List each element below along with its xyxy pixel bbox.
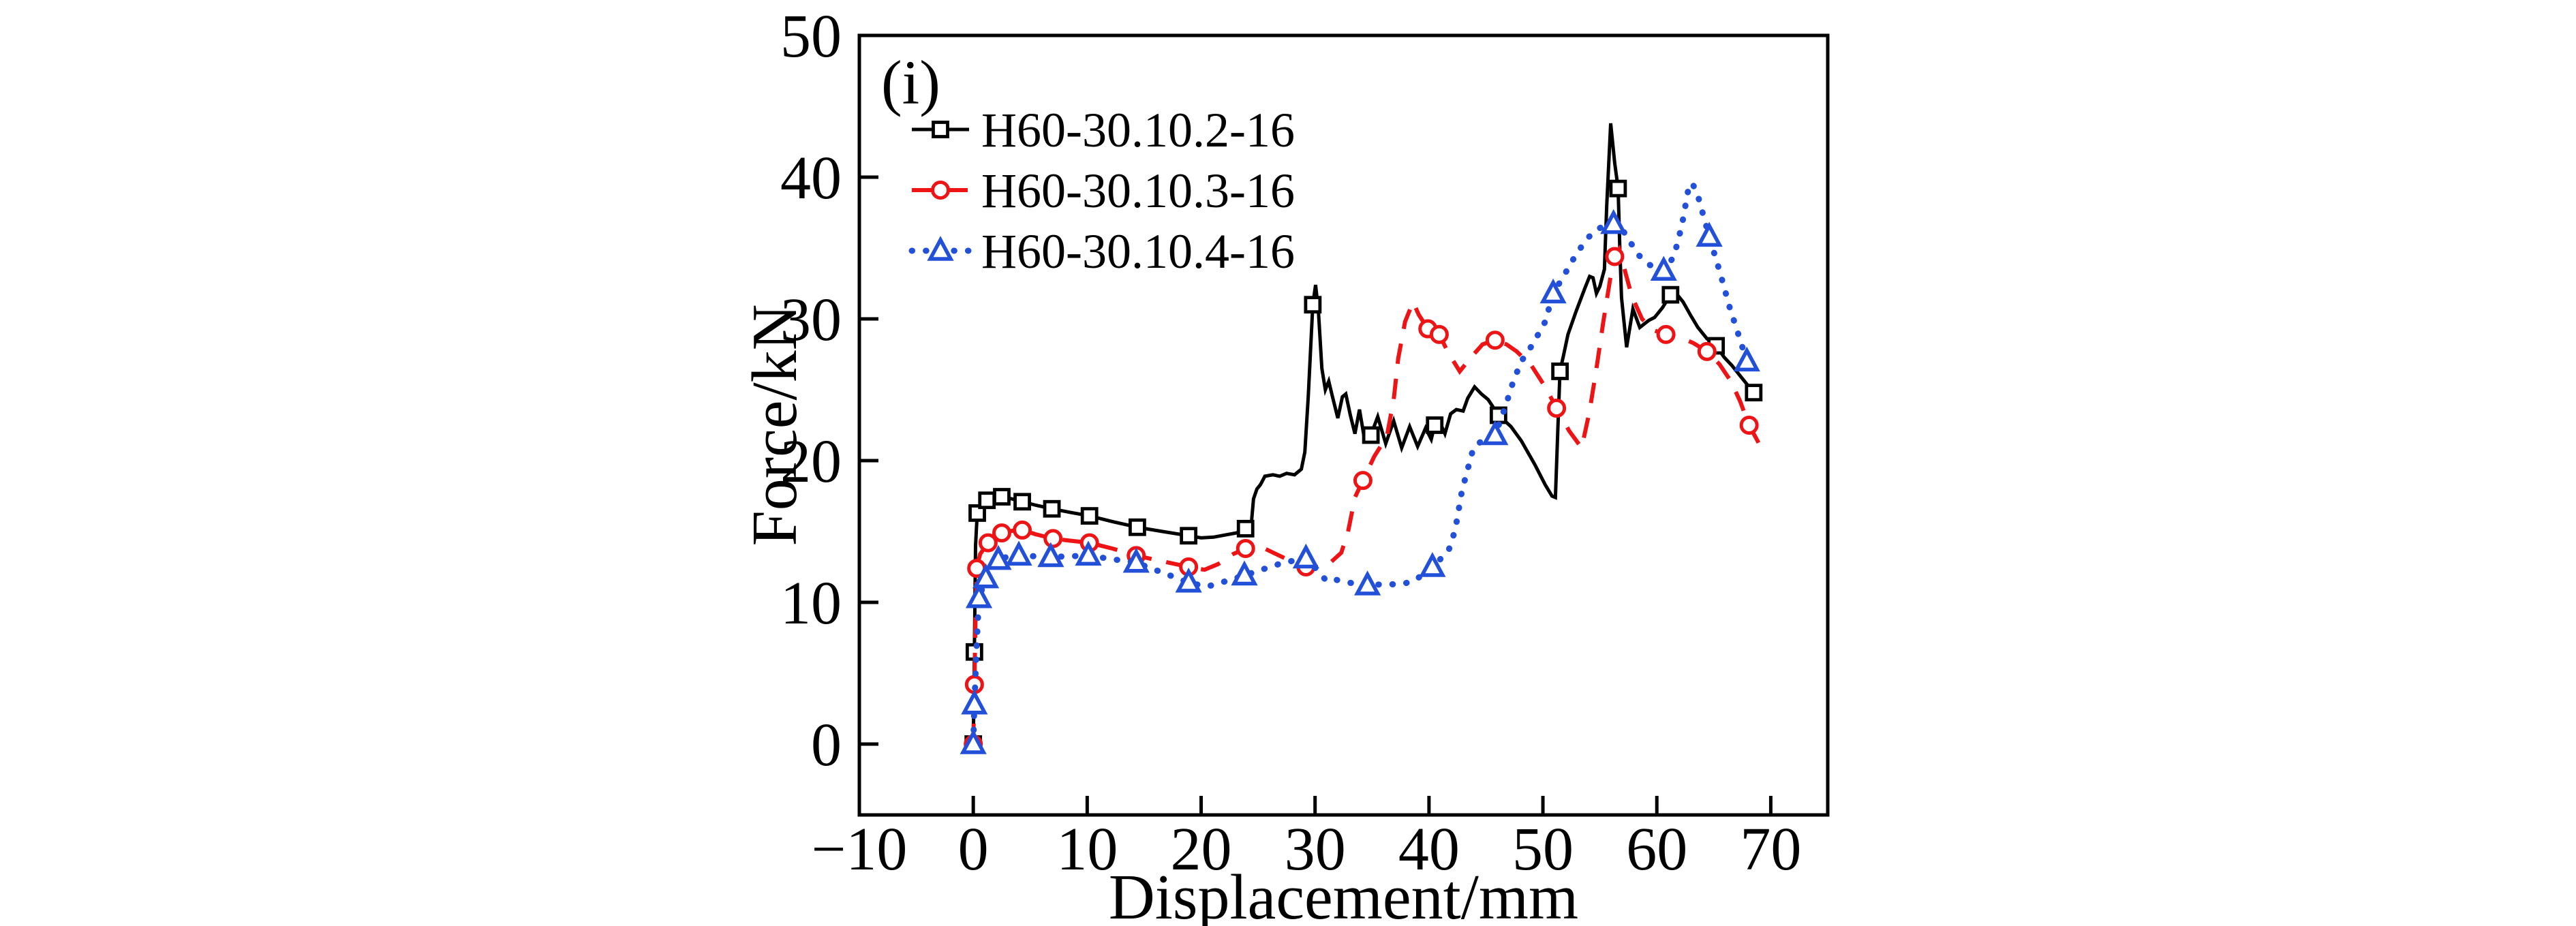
triangle-marker bbox=[1122, 547, 1150, 573]
x-axis-tick-label: 10 bbox=[1056, 816, 1118, 883]
y-axis-tick-label: 30 bbox=[780, 286, 842, 354]
x-axis-tick-label: 50 bbox=[1512, 816, 1574, 883]
circle-marker bbox=[978, 533, 998, 553]
square-marker bbox=[1236, 519, 1255, 538]
legend-label: H60-30.10.2-16 bbox=[981, 103, 1295, 157]
y-axis-tick-label: 40 bbox=[780, 144, 842, 212]
plot-frame bbox=[857, 33, 1830, 817]
circle-marker bbox=[992, 523, 1011, 543]
square-marker bbox=[1043, 499, 1061, 518]
triangle-marker bbox=[1075, 540, 1102, 566]
series-line-H60-30.10.4-16 bbox=[970, 176, 1750, 747]
square-marker bbox=[1013, 493, 1031, 511]
x-axis-tick-label: 30 bbox=[1285, 816, 1346, 883]
y-axis-tick-label: 0 bbox=[811, 711, 842, 779]
triangle-marker bbox=[1354, 570, 1381, 596]
circle-marker bbox=[1236, 538, 1255, 558]
square-marker bbox=[1129, 518, 1146, 536]
triangle-marker bbox=[1231, 560, 1258, 586]
panel-label: (i) bbox=[881, 48, 940, 117]
x-axis-tick-label: −10 bbox=[812, 816, 908, 883]
legend-item-H60-30.10.3-16: H60-30.10.3-16 bbox=[912, 164, 1295, 218]
circle-marker bbox=[931, 181, 950, 200]
triangle-marker bbox=[1696, 221, 1723, 247]
x-axis-tick-label: 40 bbox=[1398, 816, 1460, 883]
x-axis: −10 0 10 20 30 40 50 60 70 bbox=[812, 796, 1801, 883]
legend: H60-30.10.2-16 H60-30.10.3-16 H60-30.10.4-… bbox=[908, 103, 1295, 279]
series-H60-30.10.4-16 bbox=[960, 176, 1760, 754]
series-markers-H60-30.10.4-16 bbox=[960, 209, 1760, 754]
square-marker bbox=[1551, 362, 1569, 380]
x-axis-title: Displacement/mm bbox=[1109, 862, 1578, 926]
triangle-marker bbox=[1482, 420, 1509, 446]
y-axis-tick-label: 50 bbox=[780, 3, 842, 70]
triangle-marker bbox=[972, 563, 1000, 589]
circle-marker bbox=[1485, 330, 1505, 350]
legend-label: H60-30.10.3-16 bbox=[981, 164, 1295, 218]
square-marker bbox=[1362, 426, 1380, 444]
square-marker bbox=[968, 504, 986, 522]
square-marker bbox=[993, 488, 1011, 506]
legend-label: H60-30.10.4-16 bbox=[981, 224, 1295, 279]
square-marker bbox=[932, 121, 949, 138]
x-axis-tick-label: 20 bbox=[1171, 816, 1232, 883]
square-marker bbox=[1180, 527, 1198, 545]
square-marker bbox=[1080, 507, 1099, 525]
circle-marker bbox=[1739, 416, 1759, 435]
triangle-marker bbox=[1005, 540, 1032, 566]
triangle-marker bbox=[985, 544, 1012, 570]
triangle-marker bbox=[1175, 568, 1202, 593]
y-axis: 0 10 20 30 40 50 bbox=[780, 3, 878, 779]
triangle-marker bbox=[927, 236, 954, 261]
circle-marker bbox=[1656, 324, 1676, 344]
triangle-marker bbox=[961, 689, 988, 715]
square-marker bbox=[1426, 416, 1444, 434]
triangle-marker bbox=[1650, 256, 1677, 281]
circle-marker bbox=[1547, 399, 1567, 418]
x-axis-tick-label: 70 bbox=[1740, 816, 1801, 883]
y-axis-title: Force/kN bbox=[739, 304, 810, 546]
y-axis-tick-label: 10 bbox=[780, 570, 842, 637]
triangle-marker bbox=[1539, 278, 1567, 304]
y-axis-tick-label: 20 bbox=[780, 428, 842, 495]
legend-item-H60-30.10.4-16: H60-30.10.4-16 bbox=[908, 224, 1295, 279]
square-marker bbox=[1661, 285, 1680, 304]
series-line-H60-30.10.3-16 bbox=[971, 244, 1765, 745]
square-marker bbox=[1609, 179, 1627, 198]
circle-marker bbox=[1697, 341, 1717, 361]
triangle-marker bbox=[1419, 552, 1446, 577]
circle-marker bbox=[1353, 471, 1373, 491]
circle-marker bbox=[1013, 520, 1032, 540]
triangle-marker bbox=[1292, 543, 1319, 569]
x-axis-tick-label: 0 bbox=[958, 816, 989, 883]
triangle-marker bbox=[1600, 209, 1627, 234]
triangle-marker bbox=[965, 583, 993, 608]
triangle-marker bbox=[1037, 542, 1064, 568]
square-marker bbox=[978, 491, 996, 510]
circle-marker bbox=[1043, 529, 1063, 549]
square-marker bbox=[1304, 296, 1322, 314]
triangle-marker bbox=[960, 729, 987, 754]
square-marker bbox=[1745, 384, 1763, 402]
legend-item-H60-30.10.2-16: H60-30.10.2-16 bbox=[912, 103, 1295, 157]
triangle-marker bbox=[1733, 346, 1760, 372]
x-axis-tick-label: 60 bbox=[1626, 816, 1687, 883]
circle-marker bbox=[1605, 247, 1625, 266]
circle-marker bbox=[1429, 324, 1449, 344]
